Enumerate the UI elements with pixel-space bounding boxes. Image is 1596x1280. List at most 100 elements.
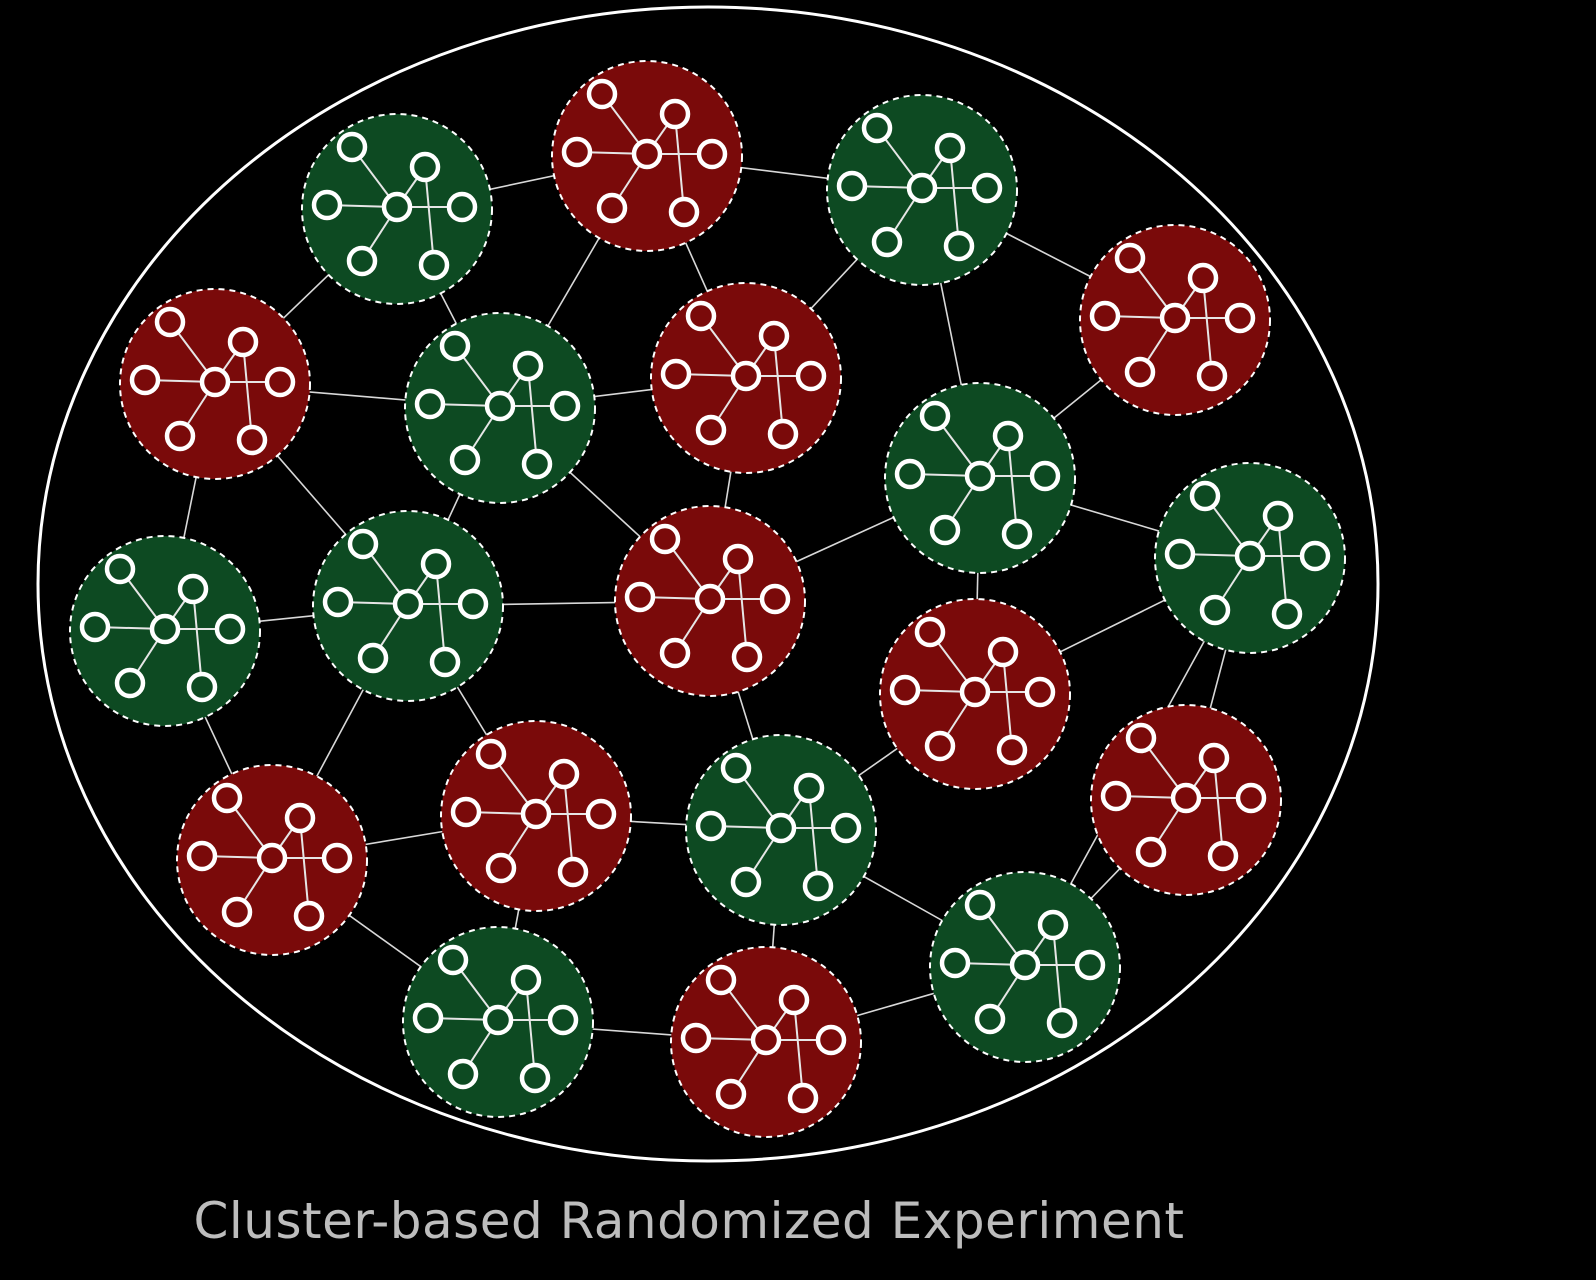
- network-node: [485, 852, 517, 884]
- network-node: [1234, 540, 1266, 572]
- network-node: [964, 889, 996, 921]
- network-node: [586, 78, 618, 110]
- network-node: [1189, 480, 1221, 512]
- network-node: [914, 616, 946, 648]
- network-node: [414, 388, 446, 420]
- network-node: [79, 611, 111, 643]
- network-node: [521, 448, 553, 480]
- network-node: [1100, 780, 1132, 812]
- network-node: [959, 676, 991, 708]
- network-node: [519, 1062, 551, 1094]
- network-node: [418, 249, 450, 281]
- network-node: [412, 1002, 444, 1034]
- network-node: [214, 613, 246, 645]
- node-edge: [527, 365, 538, 465]
- network-node: [939, 947, 971, 979]
- network-node: [1159, 302, 1191, 334]
- network-node: [974, 1003, 1006, 1035]
- network-node: [447, 1058, 479, 1090]
- network-node: [520, 798, 552, 830]
- cluster-control: [685, 734, 877, 926]
- network-node: [906, 172, 938, 204]
- network-node: [685, 300, 717, 332]
- network-node: [778, 984, 810, 1016]
- network-node: [836, 170, 868, 202]
- network-node: [336, 131, 368, 163]
- node-edge: [674, 113, 685, 213]
- network-node: [1029, 460, 1061, 492]
- network-node: [1271, 598, 1303, 630]
- network-node: [512, 350, 544, 382]
- cluster-control: [402, 926, 594, 1118]
- network-node: [1124, 356, 1156, 388]
- network-node: [1164, 538, 1196, 570]
- cluster-control: [69, 535, 261, 727]
- network-node: [557, 856, 589, 888]
- node-edge: [1052, 924, 1063, 1024]
- network-node: [322, 586, 354, 618]
- node-edge: [563, 773, 574, 873]
- network-node: [561, 136, 593, 168]
- network-node: [919, 400, 951, 432]
- network-node: [549, 390, 581, 422]
- cluster-control: [404, 312, 596, 504]
- network-node: [186, 671, 218, 703]
- network-node: [149, 613, 181, 645]
- network-node: [715, 1078, 747, 1110]
- network-node: [971, 172, 1003, 204]
- node-edge: [737, 558, 748, 658]
- network-node: [795, 360, 827, 392]
- cluster-treatment: [650, 282, 842, 474]
- cluster-control: [312, 510, 504, 702]
- network-node: [1024, 676, 1056, 708]
- network-node: [585, 798, 617, 830]
- network-node: [695, 414, 727, 446]
- network-node: [765, 812, 797, 844]
- network-node: [659, 637, 691, 669]
- network-node: [596, 192, 628, 224]
- network-node: [987, 636, 1019, 668]
- network-node: [264, 366, 296, 398]
- network-node: [439, 330, 471, 362]
- network-node: [1207, 840, 1239, 872]
- node-edge: [1002, 651, 1013, 751]
- network-node: [347, 528, 379, 560]
- network-node: [731, 641, 763, 673]
- network-node: [889, 674, 921, 706]
- cluster-treatment: [1079, 224, 1271, 416]
- network-node: [482, 1004, 514, 1036]
- network-node: [357, 642, 389, 674]
- network-node: [934, 132, 966, 164]
- network-node: [211, 782, 243, 814]
- network-node: [484, 390, 516, 422]
- network-node: [129, 364, 161, 396]
- node-edge: [1007, 435, 1018, 535]
- network-node: [437, 944, 469, 976]
- network-node: [1262, 500, 1294, 532]
- network-node: [1074, 949, 1106, 981]
- network-node: [943, 230, 975, 262]
- node-edge: [1277, 515, 1288, 615]
- network-node: [1037, 909, 1069, 941]
- network-node: [221, 896, 253, 928]
- network-node: [227, 326, 259, 358]
- network-node: [624, 581, 656, 613]
- node-edge: [192, 588, 203, 688]
- network-node: [1224, 302, 1256, 334]
- network-node: [695, 810, 727, 842]
- network-node: [767, 418, 799, 450]
- network-node: [114, 667, 146, 699]
- network-node: [1125, 722, 1157, 754]
- network-node: [694, 583, 726, 615]
- node-edge: [949, 147, 960, 247]
- diagram-caption: Cluster-based Randomized Experiment: [193, 1192, 1185, 1250]
- network-node: [420, 548, 452, 580]
- cluster-treatment: [119, 288, 311, 480]
- network-node: [381, 191, 413, 223]
- network-node: [705, 964, 737, 996]
- network-node: [730, 360, 762, 392]
- network-node: [1001, 518, 1033, 550]
- network-node: [659, 98, 691, 130]
- network-node: [284, 802, 316, 834]
- network-node: [164, 420, 196, 452]
